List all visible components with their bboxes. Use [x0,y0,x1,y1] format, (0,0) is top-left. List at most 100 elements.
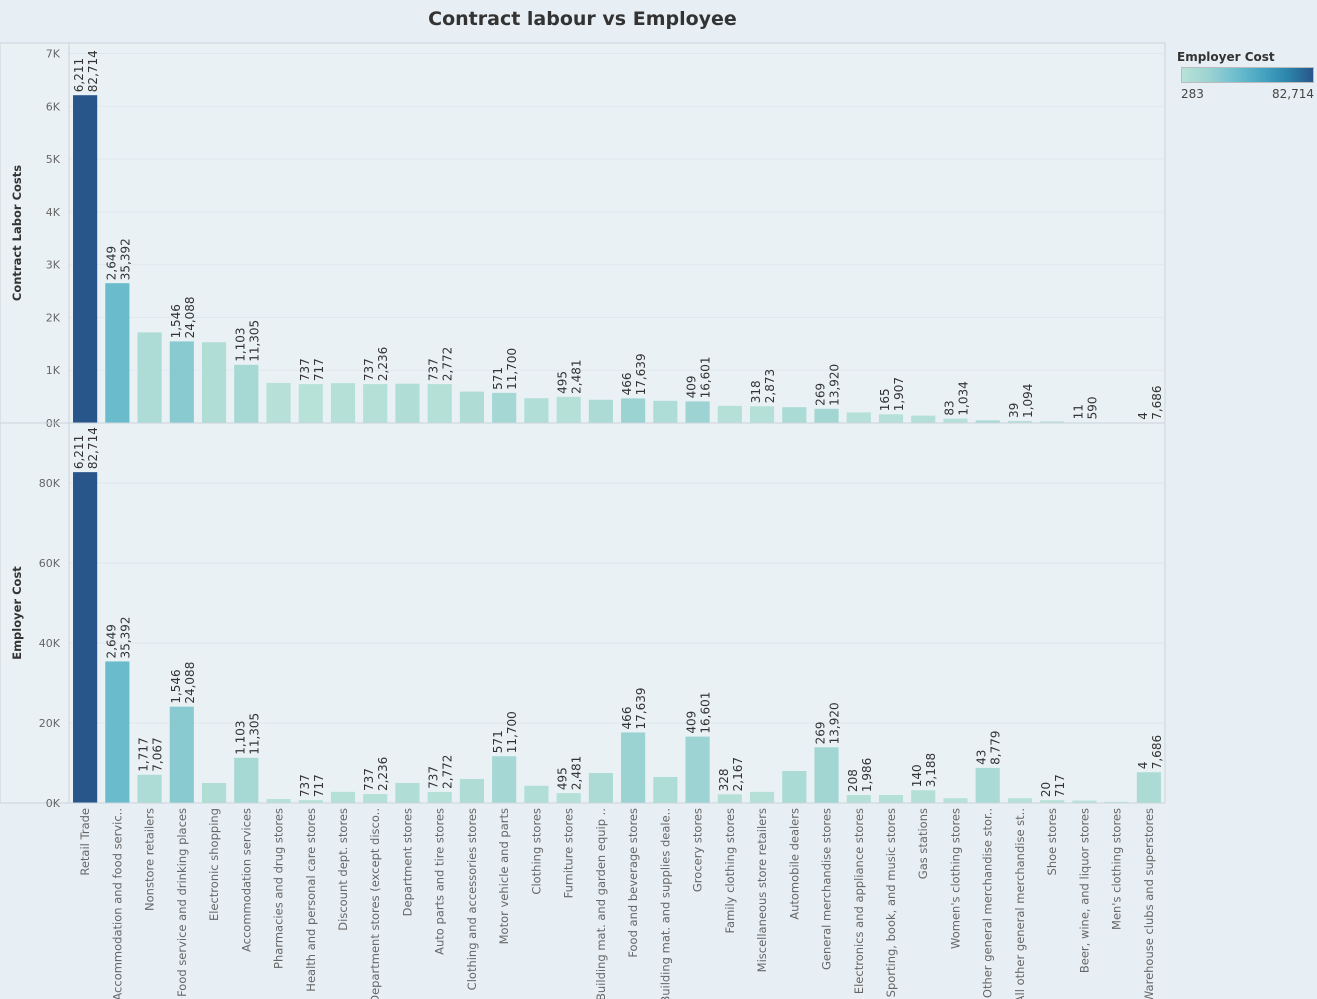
data-label: 737 [362,358,376,381]
bar [266,382,291,423]
data-label: 4 [1136,412,1150,420]
data-label: 2,649 [104,624,118,658]
data-label: 208 [846,769,860,792]
data-label: 17,639 [634,687,648,729]
bar [588,399,613,423]
data-label: 13,920 [828,364,842,406]
bar [814,747,839,803]
bar [621,732,646,803]
x-tick-label: Men's clothing stores [1110,808,1124,930]
x-tick-label: Department stores (except disco.. [368,808,382,999]
x-tick-label: Discount dept. stores [336,808,350,931]
x-tick-label: Beer, wine, and liquor stores [1077,808,1091,973]
bar [878,414,904,423]
x-tick-label: Building mat. and garden equip .. [594,808,608,999]
data-label: 17,639 [634,353,648,395]
data-label: 11,700 [505,348,519,390]
y-tick-label: 0K [46,797,61,810]
data-label: 7,686 [1150,735,1164,769]
bar [105,661,130,803]
y-tick-label: 5K [46,153,61,166]
data-label: 13,920 [828,702,842,744]
bar [878,795,904,803]
x-tick-label: Pharmacies and drug stores [272,808,286,969]
y-tick-label: 7K [46,48,61,61]
data-label: 2,772 [441,755,455,789]
bar [492,392,517,423]
bar [73,95,98,424]
bar [943,418,968,423]
x-tick-label: All other general merchandise st.. [1013,808,1027,999]
x-tick-label: Clothing stores [529,808,543,895]
x-tick-label: Gas stations [916,808,930,879]
chart-canvas: 0K 1K 2K 3K 4K 5K 6K 7K Contract Labor Costs 6,21… [0,42,1166,999]
data-label: 737 [298,358,312,381]
x-tick-label: Warehouse clubs and superstores [1142,808,1156,999]
y-tick-label: 4K [46,206,61,219]
y-axis-title: Employer Cost [10,566,24,660]
x-tick-label: Other general merchandise stor.. [981,808,995,998]
data-label: 1,546 [169,304,183,338]
x-tick-label: Department stores [400,808,414,916]
data-label: 2,481 [570,360,584,394]
data-label: 571 [491,730,505,753]
data-label: 7,067 [151,737,165,771]
data-label: 466 [620,707,634,730]
bar [137,332,162,423]
bar [298,800,323,803]
x-tick-label: Shoe stores [1045,808,1059,875]
bar [1136,772,1161,803]
bar [749,791,775,803]
bar [1104,801,1129,803]
bar [169,341,194,423]
data-label: 2,236 [376,757,390,791]
x-tick-label: Automobile dealers [787,808,801,920]
x-tick-label: Health and personal care stores [304,808,318,992]
bar [363,384,388,423]
bar [653,777,678,803]
y-tick-label: 3K [46,259,61,272]
data-label: 409 [685,376,699,399]
legend-title: Employer Cost [1177,50,1275,64]
data-label: 1,907 [892,377,906,411]
data-label: 717 [312,774,326,797]
data-label: 717 [1053,774,1067,797]
data-label: 24,088 [183,662,197,704]
bar [1007,420,1033,423]
data-label: 409 [685,711,699,734]
data-label: 269 [814,383,828,406]
bar [588,773,613,803]
data-label: 2,772 [441,347,455,381]
bar [846,412,871,423]
data-label: 35,392 [118,238,132,280]
data-label: 1,986 [860,758,874,792]
data-label: 20 [1039,782,1053,797]
data-label: 7,686 [1150,385,1164,419]
bar [105,283,130,423]
data-label: 4 [1136,762,1150,770]
data-label: 269 [814,721,828,744]
data-label: 82,714 [86,427,100,469]
x-tick-label: Nonstore retailers [143,808,157,911]
bar [137,774,162,803]
bar [814,408,839,423]
data-label: 737 [362,768,376,791]
data-label: 8,779 [989,731,1003,765]
bar [685,401,710,423]
bar [911,415,936,423]
data-label: 11 [1071,404,1085,419]
bar [492,756,517,803]
x-tick-label: Food service and drinking places [175,808,189,997]
bar [717,794,742,803]
bar [524,785,549,803]
x-tick-label: Clothing and accessories stores [465,808,479,990]
bar [846,795,871,803]
y-axis-title: Contract Labor Costs [10,165,24,301]
chart-title: Contract labour vs Employee [428,8,737,30]
bar [911,790,936,803]
data-label: 1,717 [137,737,151,771]
bar [975,420,1000,423]
data-label: 1,034 [956,381,970,415]
x-tick-label: Building mat. and supplies deale.. [658,808,672,999]
y-tick-label: 80K [39,477,61,490]
